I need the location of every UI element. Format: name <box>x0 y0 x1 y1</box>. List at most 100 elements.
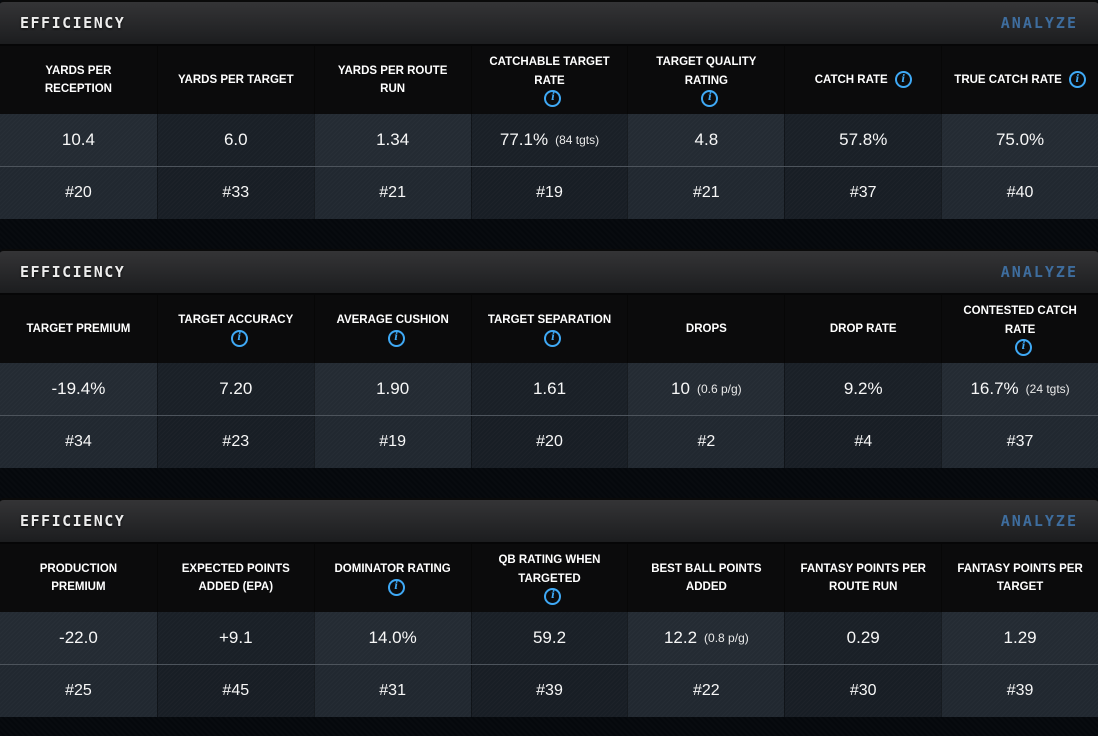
stat-value-cell: 77.1% (84 tgts) <box>470 114 628 166</box>
stat-rank-cell: #4 <box>784 416 942 468</box>
column-header-label: TARGET PREMIUM <box>26 322 131 335</box>
section-title: EFFICIENCY <box>20 14 126 32</box>
table-header-row: TARGET PREMIUM TARGET ACCURACY i AVERAGE … <box>0 295 1098 363</box>
column-header-label: CATCHABLE TARGET RATE <box>489 56 610 87</box>
column-header: QB RATING WHEN TARGETED i <box>470 544 628 612</box>
stat-value-cell: 57.8% <box>784 114 942 166</box>
column-header: DOMINATOR RATING i <box>313 544 471 612</box>
column-header-label: FANTASY POINTS PER TARGET <box>957 562 1083 593</box>
stat-rank: #21 <box>693 184 720 201</box>
stat-value: 7.20 <box>219 379 253 398</box>
column-header: FANTASY POINTS PER TARGET <box>941 544 1098 612</box>
stat-rank: #31 <box>379 682 406 699</box>
column-header-label: CONTESTED CATCH RATE <box>963 305 1077 336</box>
stat-value: 10.4 <box>61 130 95 149</box>
stat-rank: #4 <box>854 433 873 450</box>
section-title: EFFICIENCY <box>20 512 126 530</box>
column-header-label: BEST BALL POINTS ADDED <box>651 562 762 593</box>
stat-rank-cell: #31 <box>313 665 471 717</box>
info-icon[interactable]: i <box>387 329 405 347</box>
info-icon[interactable]: i <box>230 329 248 347</box>
stat-ranks-row: #34 #23 #19 #20 #2 #4 #37 <box>0 415 1098 468</box>
stat-value: 14.0% <box>368 628 417 647</box>
stat-rank-cell: #20 <box>470 416 628 468</box>
stat-rank: #20 <box>65 184 92 201</box>
info-icon[interactable]: i <box>544 89 562 107</box>
column-header-label: YARDS PER RECEPTION <box>44 64 112 95</box>
info-icon[interactable]: i <box>544 329 562 347</box>
info-icon[interactable]: i <box>1068 71 1086 89</box>
stat-rank-cell: #39 <box>941 665 1098 717</box>
column-header: YARDS PER TARGET <box>156 46 314 114</box>
stat-value-cell: 0.29 <box>784 612 942 664</box>
info-icon[interactable]: i <box>701 89 719 107</box>
stat-value: 0.29 <box>846 628 880 647</box>
stat-rank-cell: #19 <box>313 416 471 468</box>
stat-rank: #37 <box>1006 433 1034 450</box>
column-header-label: TRUE CATCH RATE <box>954 73 1062 86</box>
stat-value: 57.8% <box>839 130 888 149</box>
column-header-label: AVERAGE CUSHION <box>336 314 449 327</box>
info-icon[interactable]: i <box>544 587 562 605</box>
stat-rank-cell: #40 <box>941 167 1098 219</box>
stat-value: 1.29 <box>1003 628 1037 647</box>
analyze-link[interactable]: ANALYZE <box>1000 263 1078 281</box>
stat-value: 1.90 <box>376 379 410 398</box>
stat-rank: #40 <box>1006 184 1034 201</box>
stat-value-cell: 14.0% <box>313 612 471 664</box>
stat-rank: #21 <box>379 184 406 201</box>
stat-value-cell: 1.29 <box>941 612 1098 664</box>
column-header-label: QB RATING WHEN TARGETED <box>498 554 601 585</box>
stat-value-note: (24 tgts) <box>1025 382 1070 396</box>
column-header-label: DROPS <box>685 322 727 335</box>
column-header-label: TARGET ACCURACY <box>178 314 294 327</box>
efficiency-section-1: EFFICIENCY ANALYZE YARDS PER RECEPTION Y… <box>0 0 1098 219</box>
stat-rank: #20 <box>536 433 563 450</box>
column-header-label: CATCH RATE <box>814 73 888 86</box>
stat-rank: #19 <box>379 433 406 450</box>
stat-rank: #39 <box>1006 682 1034 699</box>
stat-value-cell: 75.0% <box>941 114 1098 166</box>
efficiency-section-3: EFFICIENCY ANALYZE PRODUCTION PREMIUM EX… <box>0 498 1098 717</box>
stat-rank: #37 <box>849 184 877 201</box>
stat-value: 12.2 <box>663 628 698 647</box>
stat-value-note: (84 tgts) <box>555 133 600 147</box>
stat-value-cell: 9.2% <box>784 363 942 415</box>
stat-value-cell: 1.90 <box>313 363 471 415</box>
stat-value: 6.0 <box>223 130 248 149</box>
column-header-label: FANTASY POINTS PER ROUTE RUN <box>800 562 926 593</box>
column-header: YARDS PER ROUTE RUN <box>313 46 471 114</box>
stat-ranks-row: #25 #45 #31 #39 #22 #30 #39 <box>0 664 1098 717</box>
stat-rank-cell: #30 <box>784 665 942 717</box>
stat-rank-cell: #23 <box>156 416 314 468</box>
column-header: TRUE CATCH RATE i <box>941 46 1098 114</box>
stat-rank: #19 <box>536 184 563 201</box>
stat-rank-cell: #21 <box>627 167 785 219</box>
column-header: YARDS PER RECEPTION <box>0 46 157 114</box>
efficiency-section-2: EFFICIENCY ANALYZE TARGET PREMIUM TARGET… <box>0 249 1098 468</box>
info-icon[interactable]: i <box>387 578 405 596</box>
table-header-row: PRODUCTION PREMIUM EXPECTED POINTS ADDED… <box>0 544 1098 612</box>
column-header: CONTESTED CATCH RATE i <box>941 295 1098 363</box>
stat-rank: #22 <box>693 682 720 699</box>
column-header: PRODUCTION PREMIUM <box>0 544 157 612</box>
column-header-label: EXPECTED POINTS ADDED (EPA) <box>181 562 290 593</box>
column-header: DROP RATE <box>784 295 941 363</box>
info-icon[interactable]: i <box>894 71 912 89</box>
stat-rank-cell: #34 <box>0 416 157 468</box>
stat-rank-cell: #19 <box>470 167 628 219</box>
stat-value: 59.2 <box>532 628 567 647</box>
stat-value: 9.2% <box>843 379 883 398</box>
stat-value: 1.34 <box>376 130 410 149</box>
stat-rank-cell: #25 <box>0 665 157 717</box>
stat-value-cell: 1.61 <box>470 363 628 415</box>
analyze-link[interactable]: ANALYZE <box>1000 14 1078 32</box>
section-header-bar: EFFICIENCY ANALYZE <box>0 249 1098 295</box>
info-icon[interactable]: i <box>1015 338 1033 356</box>
stat-rank-cell: #20 <box>0 167 157 219</box>
stat-values-row: 10.4 6.0 1.34 77.1% (84 tgts) 4.8 57.8% 7… <box>0 114 1098 166</box>
column-header: CATCH RATE i <box>784 46 941 114</box>
stat-value: 10 <box>671 379 690 398</box>
analyze-link[interactable]: ANALYZE <box>1000 512 1078 530</box>
stat-rank-cell: #33 <box>156 167 314 219</box>
